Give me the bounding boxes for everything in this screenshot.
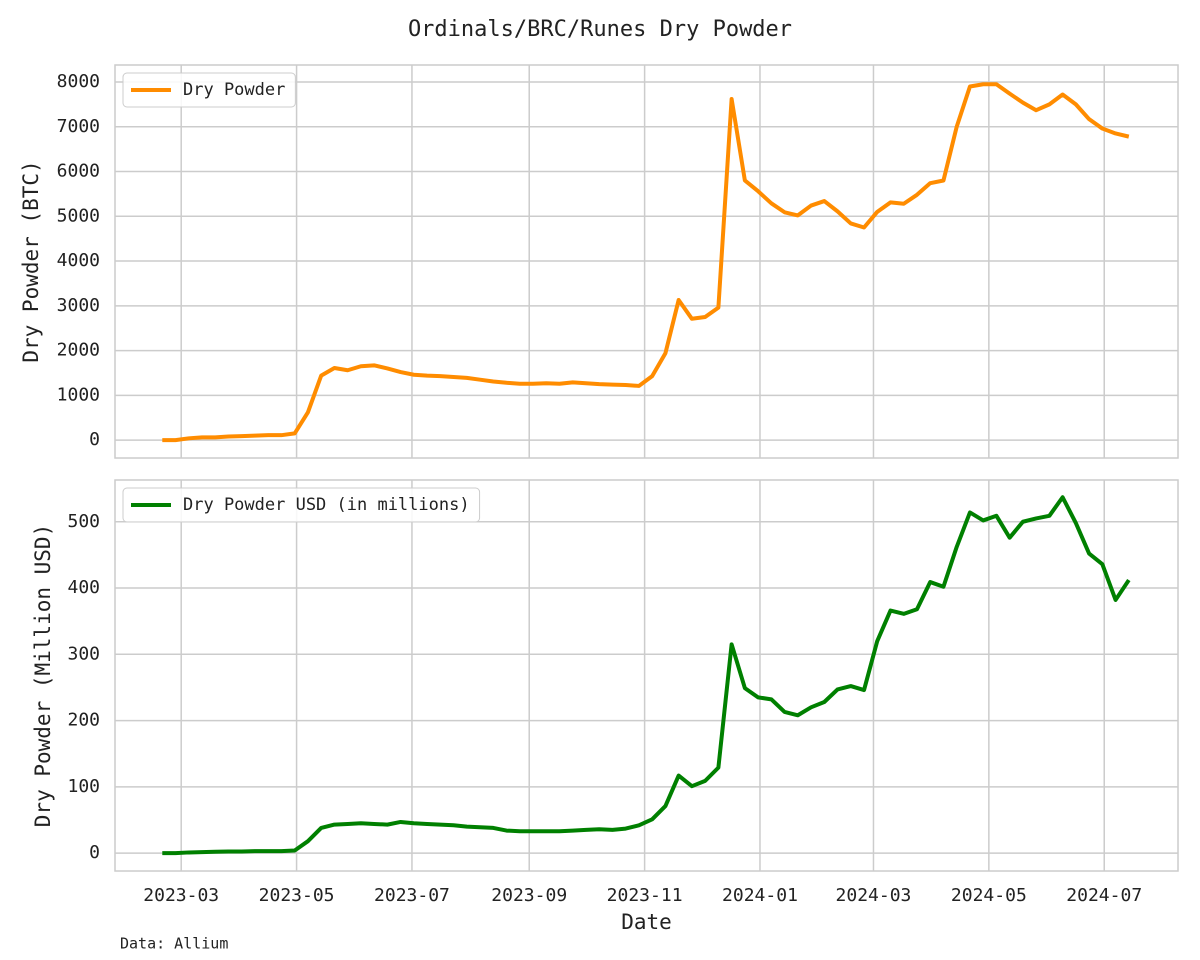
y-tick-label: 0 bbox=[89, 429, 100, 450]
y-tick-label: 200 bbox=[67, 710, 100, 731]
legend-box bbox=[122, 72, 296, 108]
y-tick-label: 5000 bbox=[57, 205, 100, 226]
axes-frame bbox=[114, 64, 1179, 459]
data-line bbox=[162, 82, 1130, 443]
data-line bbox=[162, 495, 1131, 856]
x-tick-label: 2023-11 bbox=[607, 885, 683, 906]
source-note: Data: Allium bbox=[120, 935, 228, 953]
y-tick-label: 100 bbox=[67, 776, 100, 797]
y-tick-label: 3000 bbox=[57, 295, 100, 316]
x-tick-label: 2024-05 bbox=[951, 885, 1027, 906]
y-tick-label: 500 bbox=[67, 511, 100, 532]
x-tick-label: 2024-07 bbox=[1066, 885, 1142, 906]
legend-box bbox=[122, 487, 481, 523]
x-tick-label: 2024-03 bbox=[836, 885, 912, 906]
y-tick-label: 8000 bbox=[57, 71, 100, 92]
x-axis-label: Date bbox=[621, 910, 672, 934]
y-tick-label: 300 bbox=[67, 643, 100, 664]
y-tick-label: 2000 bbox=[57, 340, 100, 361]
legend-label: Dry Powder USD (in millions) bbox=[183, 495, 470, 515]
y-tick-label: 0 bbox=[89, 842, 100, 863]
y-tick-label: 6000 bbox=[57, 161, 100, 182]
x-tick-label: 2023-05 bbox=[259, 885, 335, 906]
y-tick-label: 7000 bbox=[57, 116, 100, 137]
y-tick-label: 1000 bbox=[57, 384, 100, 405]
x-tick-label: 2024-01 bbox=[722, 885, 798, 906]
axes-frame bbox=[114, 479, 1179, 872]
legend-label: Dry Powder bbox=[183, 80, 285, 100]
x-tick-label: 2023-09 bbox=[491, 885, 567, 906]
x-tick-label: 2023-07 bbox=[374, 885, 450, 906]
y-tick-label: 4000 bbox=[57, 250, 100, 271]
x-tick-label: 2023-03 bbox=[143, 885, 219, 906]
chart-title: Ordinals/BRC/Runes Dry Powder bbox=[408, 17, 792, 42]
y-tick-label: 400 bbox=[67, 577, 100, 598]
y-axis-label: Dry Powder (BTC) bbox=[19, 160, 43, 362]
y-axis-label: Dry Powder (Million USD) bbox=[31, 524, 55, 827]
